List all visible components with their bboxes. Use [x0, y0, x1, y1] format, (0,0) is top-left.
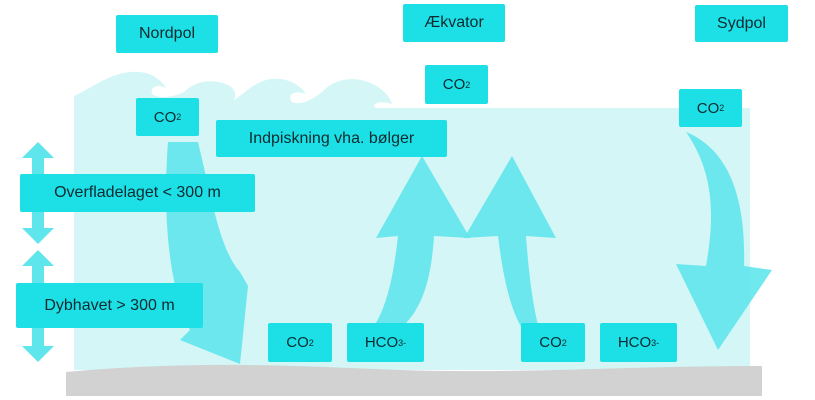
equator-label: Ækvator — [403, 4, 505, 42]
south-pole-label: Sydpol — [695, 5, 788, 42]
hco3-label: HCO 3- — [347, 323, 424, 362]
flow-arrow-icon — [676, 132, 772, 350]
flow-arrow-icon — [352, 156, 470, 348]
co2-label: CO 2 — [679, 89, 742, 127]
flow-arrow-icon — [464, 156, 556, 352]
deep-sea-label: Dybhavet > 300 m — [16, 283, 203, 328]
co2-label: CO 2 — [268, 323, 332, 362]
co2-label: CO 2 — [136, 98, 199, 136]
north-pole-label: Nordpol — [116, 15, 218, 53]
co2-label: CO 2 — [425, 65, 488, 104]
surface-layer-label: Overfladelaget < 300 m — [20, 174, 255, 212]
hco3-label: HCO 3- — [600, 323, 677, 362]
seabed — [66, 364, 762, 396]
wave-icon — [74, 71, 392, 108]
co2-label: CO 2 — [521, 323, 585, 362]
wave-mixing-label: Indpiskning vha. bølger — [216, 120, 447, 157]
